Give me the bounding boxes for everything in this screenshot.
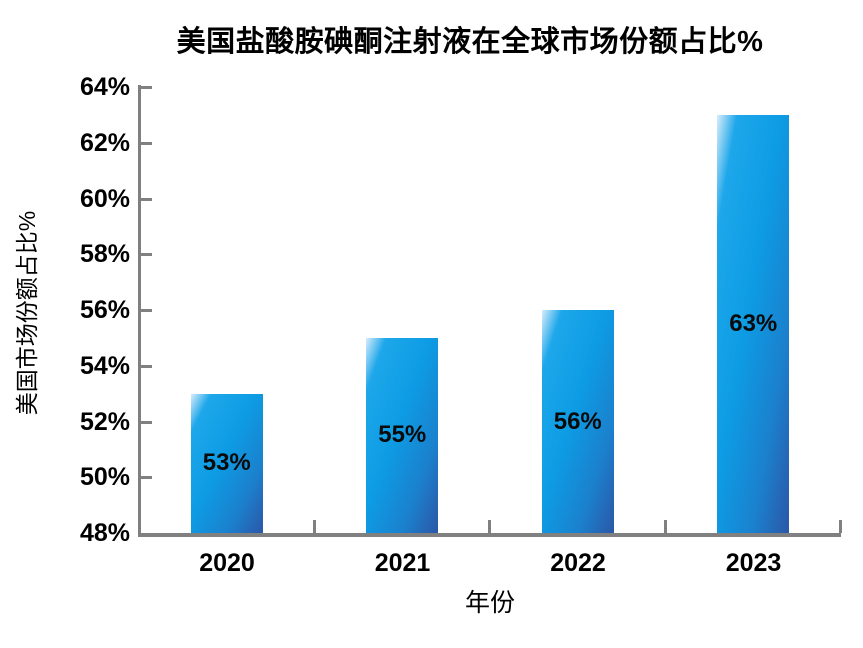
bar-2023: 63% [717, 114, 790, 533]
bar-data-label: 55% [378, 421, 427, 449]
x-axis-tick [663, 520, 667, 533]
y-tick-label: 50% [79, 463, 130, 492]
y-tick-label: 64% [79, 73, 130, 101]
x-axis-tick [488, 520, 491, 533]
x-tick-label: 2023 [725, 549, 782, 577]
bar-2020: 53% [190, 393, 263, 533]
y-axis-tick [141, 141, 152, 145]
y-axis-tick [141, 476, 152, 480]
x-axis-title: 年份 [464, 589, 515, 617]
y-axis-tick [141, 86, 152, 89]
x-tick-label: 2021 [374, 549, 431, 577]
y-axis-tick [141, 197, 152, 201]
x-axis-tick [312, 520, 316, 533]
y-axis-tick [141, 364, 152, 368]
y-axis-tick [141, 253, 152, 257]
x-tick-label: 2022 [550, 549, 606, 577]
bar-data-label: 53% [202, 449, 251, 477]
y-tick-label: 48% [79, 519, 130, 547]
chart-title: 美国盐酸胺碘酮注射液在全球市场份额占比% [176, 26, 764, 58]
y-tick-label: 60% [79, 184, 130, 213]
bar-data-label: 56% [553, 407, 602, 435]
x-tick-label: 2020 [199, 549, 255, 577]
y-axis-line [138, 85, 141, 537]
y-tick-label: 58% [79, 240, 130, 269]
y-tick-label: 52% [79, 407, 130, 436]
bar-2021: 55% [366, 337, 439, 533]
y-tick-label: 56% [79, 296, 130, 324]
y-tick-label: 62% [79, 128, 130, 157]
y-axis-tick [141, 309, 152, 312]
bar-data-label: 63% [729, 309, 778, 337]
y-tick-label: 54% [79, 351, 130, 380]
x-axis-line [138, 533, 841, 537]
bar-2022: 56% [541, 310, 614, 533]
y-axis-tick [141, 420, 152, 424]
x-axis-tick [839, 520, 842, 533]
